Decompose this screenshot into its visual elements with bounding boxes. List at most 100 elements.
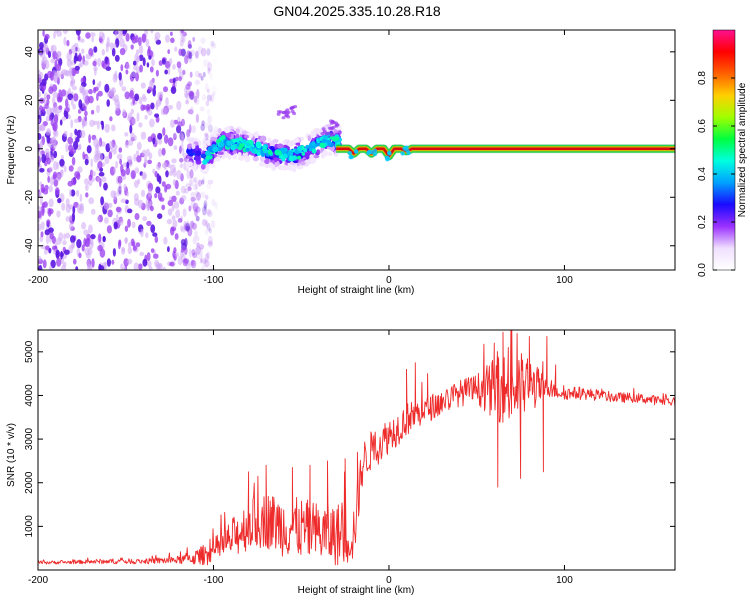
noise-blob — [148, 266, 153, 270]
signal-peak — [296, 155, 302, 160]
noise-blob — [206, 208, 212, 216]
spec-ytick-label: 40 — [24, 46, 35, 58]
signal-peak — [205, 150, 211, 156]
noise-blob — [110, 89, 115, 98]
noise-blob — [47, 50, 52, 59]
signal-peak — [212, 146, 219, 153]
noise-blob — [191, 125, 197, 134]
noise-blob — [82, 105, 87, 112]
noise-blob — [150, 224, 156, 234]
noise-blob — [57, 198, 62, 204]
noise-blob — [108, 151, 113, 160]
tone-dip-point — [347, 150, 352, 156]
noise-blob — [52, 91, 59, 98]
noise-blob — [67, 136, 74, 145]
noise-blob — [126, 190, 129, 197]
noise-blob — [204, 132, 208, 138]
noise-blob — [53, 150, 58, 159]
spec-ytick-label: -20 — [24, 190, 35, 205]
noise-blob — [44, 33, 50, 40]
noise-blob — [68, 66, 73, 77]
noise-blob — [139, 251, 145, 257]
noise-blob — [125, 33, 130, 42]
noise-blob — [62, 30, 68, 35]
noise-blob — [165, 183, 172, 190]
noise-blob — [117, 30, 124, 36]
noise-blob — [59, 158, 65, 167]
noise-blob — [167, 49, 170, 54]
noise-blob — [209, 127, 213, 135]
side-burst — [285, 111, 290, 115]
noise-blob — [168, 170, 174, 176]
noise-blob — [130, 170, 136, 180]
noise-blob — [209, 74, 213, 81]
noise-blob — [154, 113, 160, 118]
noise-blob — [205, 133, 209, 139]
noise-blob — [54, 187, 60, 196]
signal-peak — [267, 150, 273, 155]
noise-blob — [71, 212, 75, 222]
noise-blob — [38, 150, 42, 157]
signal-peak — [287, 150, 294, 156]
noise-blob — [142, 57, 146, 67]
noise-blob — [199, 106, 205, 112]
noise-blob — [134, 213, 140, 220]
noise-blob — [181, 134, 185, 144]
signal-point — [274, 162, 278, 168]
noise-blob — [204, 253, 209, 263]
noise-blob — [97, 161, 103, 169]
noise-blob — [208, 227, 212, 234]
noise-blob — [84, 178, 89, 186]
noise-blob — [38, 69, 41, 79]
signal-point — [245, 155, 251, 162]
noise-blob — [84, 110, 88, 117]
signal-peak — [246, 142, 250, 147]
noise-blob — [207, 210, 213, 218]
noise-blob — [152, 137, 156, 145]
noise-blob — [115, 213, 119, 223]
signal-point — [288, 163, 294, 169]
signal-point — [241, 130, 248, 135]
noise-blob — [47, 70, 53, 79]
signal-point — [311, 130, 315, 138]
signal-peak — [256, 151, 261, 156]
noise-blob — [197, 179, 202, 187]
noise-blob — [84, 238, 90, 248]
signal-point — [217, 151, 224, 155]
noise-blob — [211, 85, 218, 94]
noise-blob — [166, 218, 173, 225]
noise-blob — [52, 50, 58, 60]
noise-blob — [207, 67, 212, 76]
noise-blob — [183, 258, 189, 264]
noise-blob — [140, 228, 144, 238]
noise-blob — [196, 88, 200, 99]
signal-peak — [262, 145, 267, 150]
signal-point — [200, 153, 207, 159]
signal-peak — [245, 147, 250, 152]
noise-blob — [205, 100, 210, 107]
noise-blob — [207, 88, 210, 94]
noise-blob — [168, 58, 173, 65]
noise-blob — [78, 99, 83, 109]
noise-blob — [125, 63, 131, 70]
tone-dip-point — [372, 148, 378, 153]
noise-blob — [192, 202, 199, 212]
noise-blob — [173, 201, 180, 209]
noise-blob — [174, 46, 178, 52]
noise-blob — [162, 127, 166, 136]
noise-blob — [118, 147, 123, 153]
noise-blob — [177, 256, 183, 266]
side-burst — [321, 127, 326, 131]
noise-blob — [52, 122, 58, 132]
noise-blob — [48, 208, 54, 215]
noise-blob — [112, 42, 117, 49]
noise-blob — [113, 190, 117, 201]
noise-blob — [85, 32, 91, 39]
noise-blob — [146, 220, 152, 227]
noise-blob — [182, 208, 187, 217]
noise-blob — [200, 247, 203, 257]
noise-blob — [157, 263, 161, 270]
noise-blob — [140, 131, 147, 140]
noise-blob — [93, 154, 99, 163]
noise-blob — [200, 123, 205, 132]
